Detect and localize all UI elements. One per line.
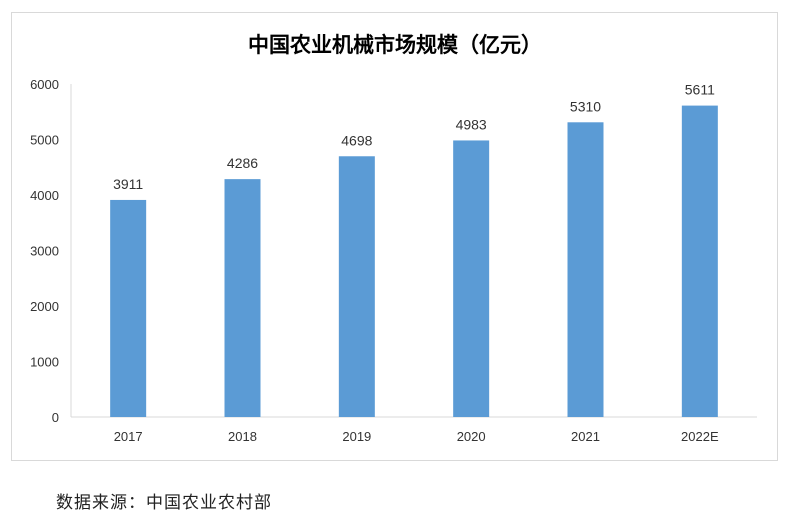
bar — [681, 105, 718, 417]
bar — [224, 179, 261, 417]
x-tick-label: 2018 — [228, 429, 257, 444]
data-label: 5310 — [570, 98, 601, 114]
x-axis-ticks: 2017 2018 2019 2020 2021 2022E — [114, 429, 719, 444]
y-axis-ticks: 0 1000 2000 3000 4000 5000 6000 — [30, 77, 59, 425]
data-label: 4286 — [227, 155, 258, 171]
y-tick-label: 4000 — [30, 188, 59, 203]
data-label: 5611 — [685, 82, 715, 98]
x-tick-label: 2022E — [681, 429, 719, 444]
chart-title: 中国农业机械市场规模（亿元） — [248, 33, 542, 57]
data-label: 4698 — [341, 132, 372, 148]
bars — [110, 105, 718, 418]
data-labels: 3911 4286 4698 4983 5310 5611 — [113, 82, 715, 192]
bar — [110, 199, 147, 417]
y-tick-label: 5000 — [30, 133, 59, 148]
data-label: 4983 — [456, 116, 487, 132]
y-tick-label: 3000 — [30, 244, 59, 259]
x-tick-label: 2017 — [114, 429, 143, 444]
y-tick-label: 2000 — [30, 299, 59, 314]
x-tick-label: 2019 — [342, 429, 371, 444]
bar — [453, 140, 490, 418]
bar — [338, 156, 375, 418]
y-tick-label: 0 — [52, 410, 59, 425]
x-tick-label: 2021 — [571, 429, 600, 444]
bar — [567, 122, 604, 418]
data-label: 3911 — [113, 176, 143, 192]
y-tick-label: 1000 — [30, 355, 59, 370]
source-note: 数据来源：中国农业农村部 — [56, 493, 272, 513]
x-tick-label: 2020 — [457, 429, 486, 444]
y-tick-label: 6000 — [30, 77, 59, 92]
